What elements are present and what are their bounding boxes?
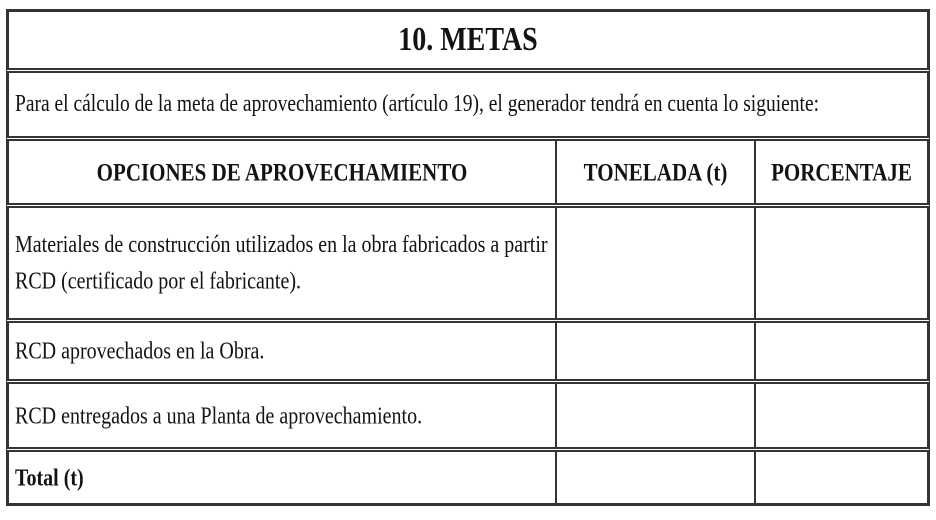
column-header-opciones-label: OPCIONES DE APROVECHAMIENTO xyxy=(96,156,468,187)
intro-row: Para el cálculo de la meta de aprovecham… xyxy=(7,71,929,138)
opcion-label: RCD entregados a una Planta de aprovecha… xyxy=(15,402,423,429)
table-row-materiales: Materiales de construcción utilizados en… xyxy=(7,206,929,320)
opcion-cell: RCD entregados a una Planta de aprovecha… xyxy=(9,384,555,447)
column-header-porcentaje-label: PORCENTAJE xyxy=(771,156,912,187)
tonelada-value-cell xyxy=(555,208,754,318)
opcion-label: Materiales de construcción utilizados en… xyxy=(15,231,548,295)
column-header-tonelada: TONELADA (t) xyxy=(555,141,754,203)
tonelada-value-cell xyxy=(555,323,754,379)
porcentaje-value-cell xyxy=(754,384,927,447)
column-header-opciones: OPCIONES DE APROVECHAMIENTO xyxy=(9,141,555,203)
intro-text: Para el cálculo de la meta de aprovecham… xyxy=(15,91,820,117)
total-label: Total (t) xyxy=(15,464,84,491)
opcion-cell: Materiales de construcción utilizados en… xyxy=(9,208,555,318)
metas-form-table: 10. METAS Para el cálculo de la meta de … xyxy=(6,9,930,506)
section-title: 10. METAS xyxy=(398,20,538,59)
table-row-rcd-planta: RCD entregados a una Planta de aprovecha… xyxy=(7,382,929,449)
column-header-tonelada-label: TONELADA (t) xyxy=(583,156,728,187)
opcion-cell: RCD aprovechados en la Obra. xyxy=(9,323,555,379)
intro-cell: Para el cálculo de la meta de aprovecham… xyxy=(9,73,927,136)
tonelada-value-cell xyxy=(555,452,754,503)
total-label-cell: Total (t) xyxy=(9,452,555,503)
porcentaje-value-cell xyxy=(754,323,927,379)
table-title-row: 10. METAS xyxy=(7,10,929,70)
porcentaje-value-cell xyxy=(754,452,927,503)
table-row-rcd-obra: RCD aprovechados en la Obra. xyxy=(7,321,929,381)
tonelada-value-cell xyxy=(555,384,754,447)
column-header-porcentaje: PORCENTAJE xyxy=(754,141,927,203)
opcion-label: RCD aprovechados en la Obra. xyxy=(15,337,265,365)
table-row-total: Total (t) xyxy=(7,450,929,505)
column-header-row: OPCIONES DE APROVECHAMIENTO TONELADA (t)… xyxy=(7,139,929,205)
title-cell: 10. METAS xyxy=(9,12,927,68)
porcentaje-value-cell xyxy=(754,208,927,318)
